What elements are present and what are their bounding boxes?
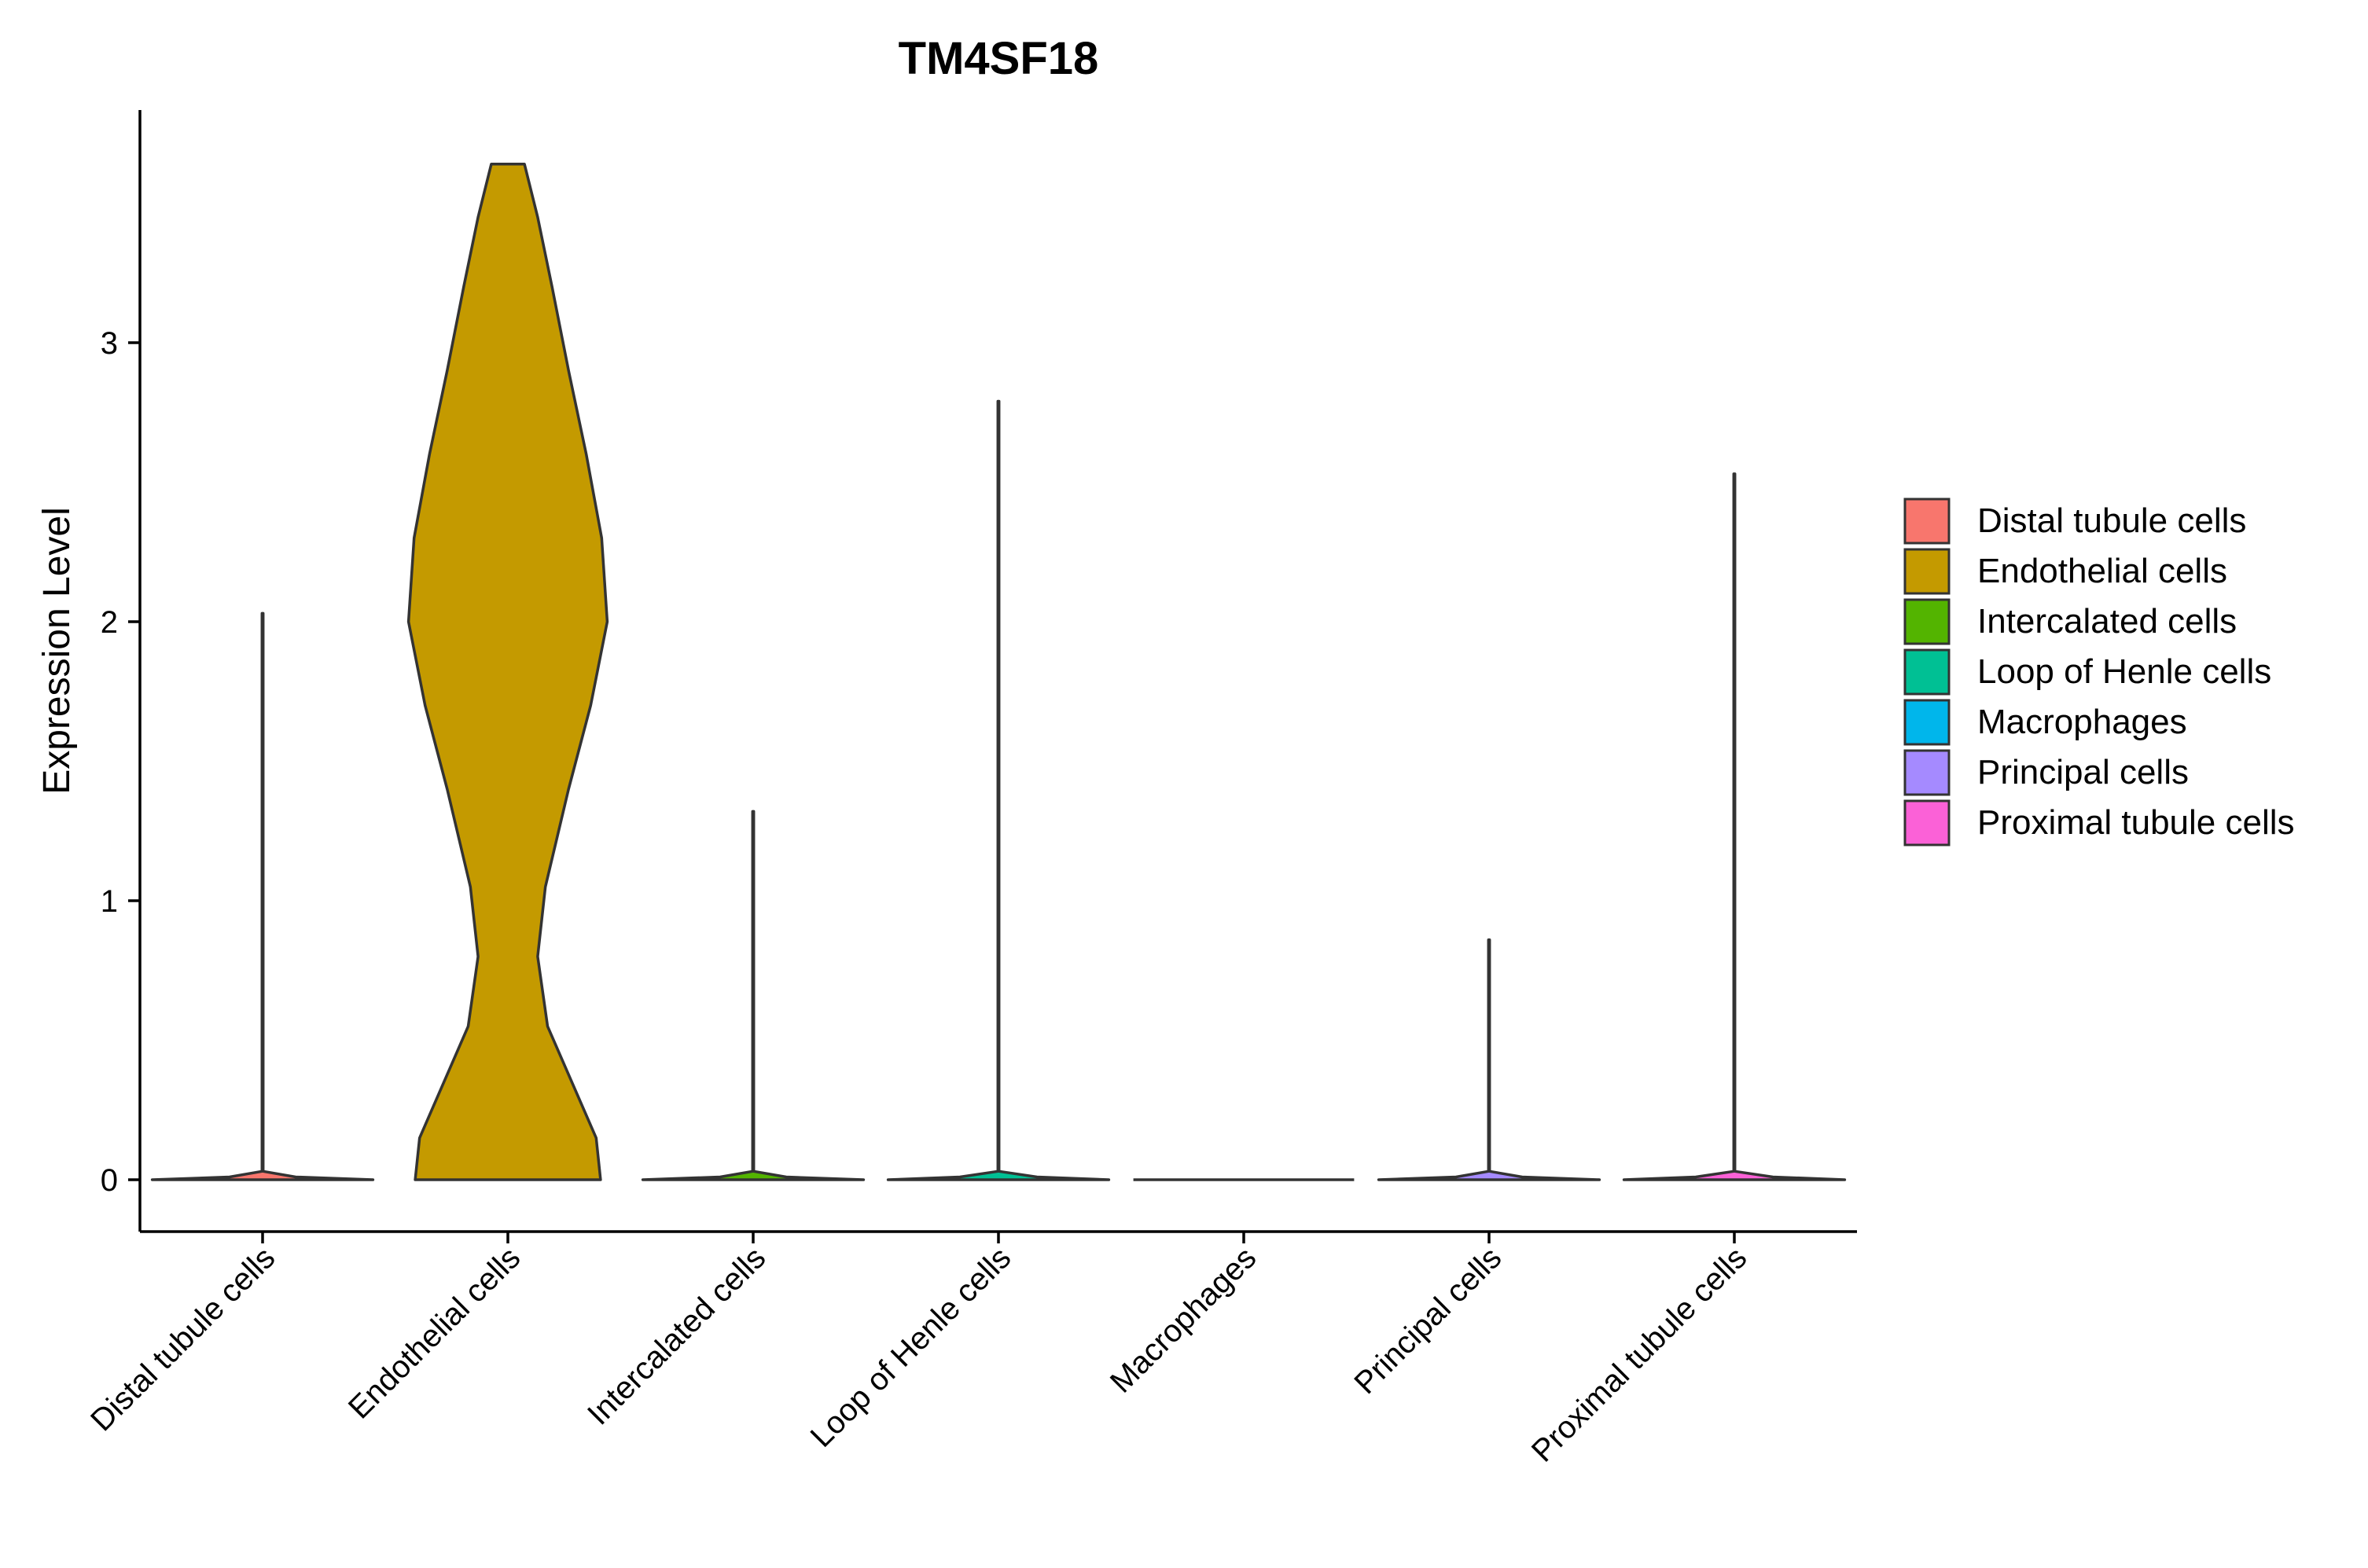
legend-key bbox=[1903, 598, 1951, 645]
violin-7 bbox=[1622, 472, 1847, 1181]
legend-key bbox=[1903, 648, 1951, 696]
legend-label: Intercalated cells bbox=[1977, 602, 2237, 641]
legend-label: Principal cells bbox=[1977, 753, 2189, 791]
violin-3 bbox=[641, 810, 866, 1181]
legend-label: Proximal tubule cells bbox=[1977, 803, 2295, 842]
y-tick-label: 0 bbox=[101, 1163, 118, 1198]
legend-key bbox=[1903, 749, 1951, 796]
legend-label: Distal tubule cells bbox=[1977, 501, 2246, 540]
violins-group bbox=[150, 163, 1847, 1181]
legend-label: Macrophages bbox=[1977, 703, 2187, 741]
violin-6 bbox=[1377, 938, 1601, 1181]
legend-label: Loop of Henle cells bbox=[1977, 652, 2271, 691]
legend-label: Endothelial cells bbox=[1977, 552, 2227, 590]
chart-title: TM4SF18 bbox=[899, 33, 1099, 84]
violin-1 bbox=[150, 611, 375, 1181]
y-tick-label: 3 bbox=[101, 326, 118, 361]
legend-key bbox=[1903, 699, 1951, 746]
violin-2 bbox=[406, 163, 609, 1181]
y-axis-label: Expression Level bbox=[36, 507, 78, 795]
violin-4 bbox=[886, 399, 1111, 1181]
legend: Distal tubule cells Endothelial cells Inte… bbox=[1903, 498, 2295, 846]
legend-key bbox=[1903, 799, 1951, 846]
y-tick-label: 2 bbox=[101, 605, 118, 640]
legend-key bbox=[1903, 498, 1951, 545]
y-tick-label: 1 bbox=[101, 884, 118, 919]
legend-key bbox=[1903, 548, 1951, 595]
